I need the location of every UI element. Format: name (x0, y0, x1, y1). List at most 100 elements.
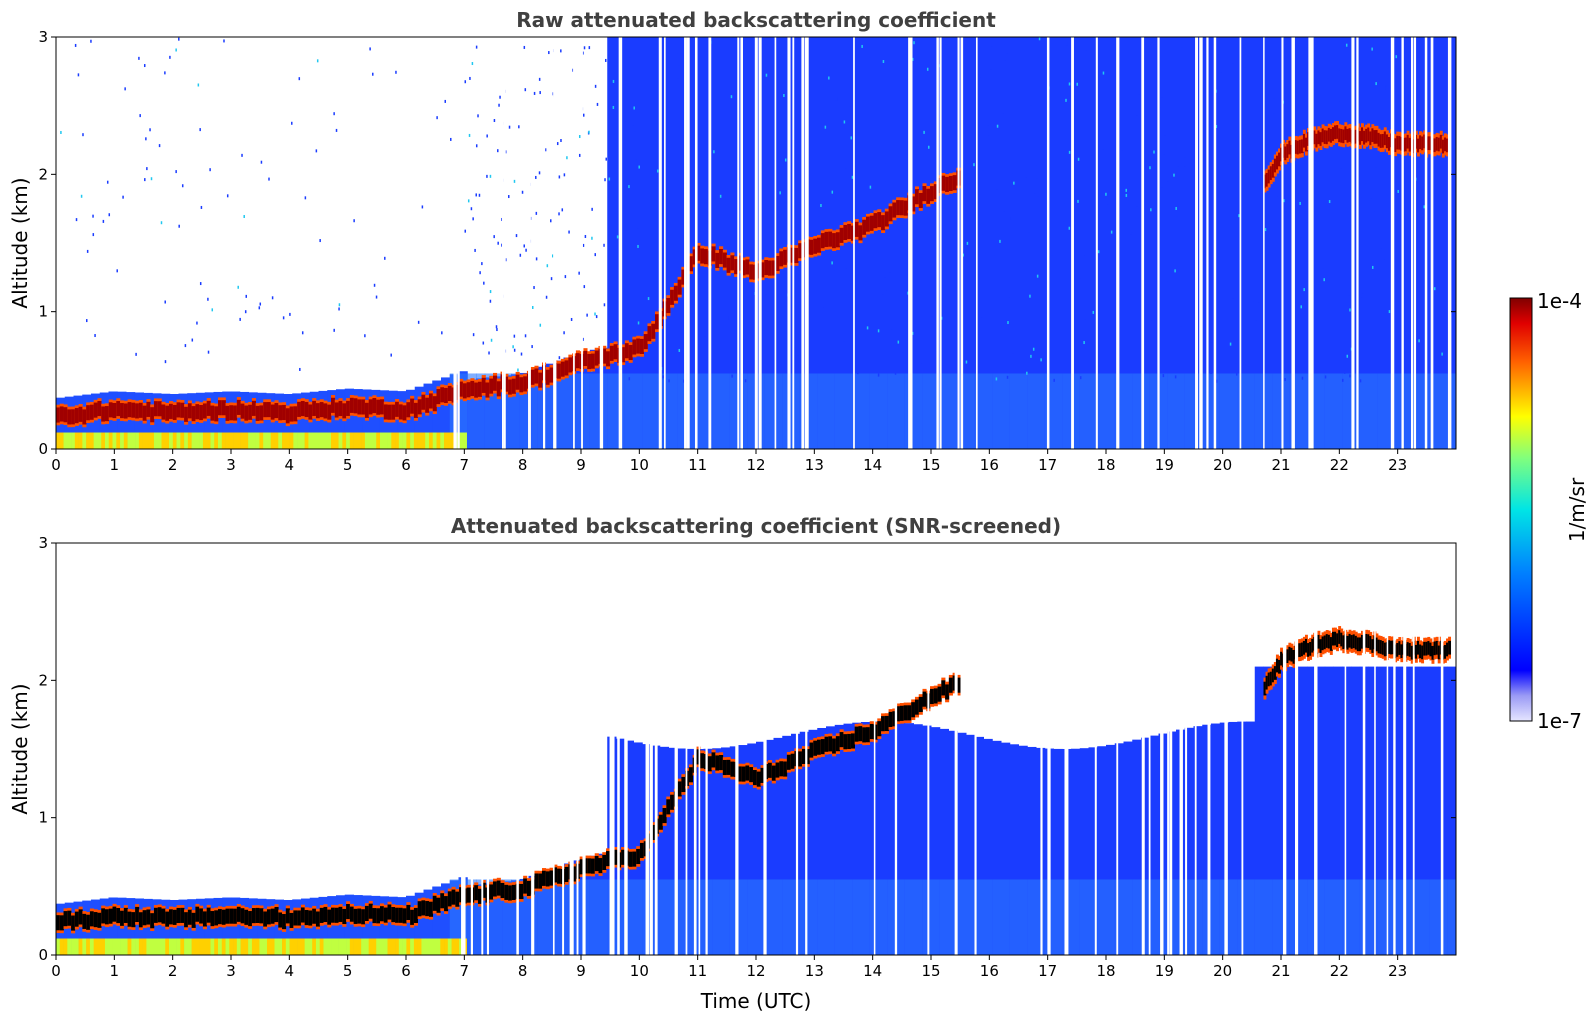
noise-speckle (668, 76, 671, 80)
near-ground-signal (191, 432, 196, 449)
signal-column (432, 886, 442, 955)
near-ground-signal (112, 938, 117, 955)
aerosol-layer-core (67, 409, 72, 425)
aerosol-layer-core (319, 907, 324, 923)
near-ground-signal (402, 432, 407, 449)
noise-speckle (1112, 185, 1114, 189)
data-gap (453, 37, 457, 449)
x-tick-label: 14 (863, 962, 882, 980)
noise-speckle (1212, 315, 1215, 319)
upper-layer-core (1408, 643, 1412, 657)
surface-band (1018, 373, 1028, 449)
noise-speckle (524, 88, 527, 92)
near-ground-signal (108, 938, 113, 955)
noise-speckle (1280, 112, 1283, 116)
upper-layer-core (1377, 639, 1381, 654)
noise-speckle (1145, 365, 1148, 369)
aerosol-layer-core (869, 215, 874, 231)
noise-speckle (1215, 103, 1218, 107)
signal-column (64, 902, 74, 955)
upper-layer-core (1296, 643, 1300, 658)
signal-column (1333, 666, 1343, 955)
surface-band (1289, 879, 1299, 955)
data-gap (957, 37, 960, 449)
aerosol-layer-core (410, 398, 415, 414)
data-gap (528, 37, 531, 449)
surface-band (589, 879, 599, 955)
noise-speckle (1162, 374, 1165, 378)
noise-speckle (603, 243, 605, 247)
noise-speckle (1092, 174, 1095, 178)
noise-speckle (711, 338, 713, 342)
signal-column (1403, 37, 1413, 449)
noise-speckle (1366, 357, 1369, 361)
signal-column (948, 37, 958, 449)
signal-column (668, 747, 678, 955)
data-gap (708, 37, 712, 449)
y-tick-label: 3 (38, 28, 48, 46)
aerosol-layer-core (157, 401, 162, 417)
noise-speckle (1164, 132, 1166, 136)
noise-speckle (1085, 50, 1087, 54)
signal-column (616, 738, 626, 955)
signal-column (1088, 37, 1098, 449)
surface-band (589, 373, 599, 449)
noise-speckle (515, 234, 518, 238)
noise-speckle (1394, 53, 1397, 57)
aerosol-layer-core (933, 688, 938, 704)
noise-speckle (1106, 254, 1109, 258)
noise-speckle (843, 338, 845, 342)
aerosol-layer-core (233, 908, 238, 924)
data-gap (502, 37, 504, 449)
noise-speckle (818, 213, 820, 217)
near-ground-signal (278, 432, 283, 449)
noise-speckle (978, 244, 980, 248)
signal-column (948, 730, 958, 955)
noise-speckle (843, 120, 846, 124)
noise-speckle (765, 73, 768, 77)
noise-speckle (1035, 281, 1037, 285)
upper-layer-core (1402, 138, 1406, 152)
noise-speckle (1079, 376, 1082, 380)
data-gap (516, 543, 519, 955)
noise-speckle (816, 313, 819, 317)
upper-layer-core (1383, 131, 1387, 146)
near-ground-signal (312, 938, 317, 955)
signal-column (1027, 746, 1037, 955)
noise-speckle (582, 337, 584, 341)
noise-speckle (878, 283, 880, 287)
noise-speckle (845, 340, 848, 344)
noise-speckle (1023, 251, 1026, 255)
near-ground-signal (259, 938, 264, 955)
signal-column (773, 37, 783, 449)
signal-column (1106, 744, 1116, 955)
surface-band (694, 373, 704, 449)
surface-band (607, 373, 617, 449)
upper-layer-core (1321, 128, 1325, 143)
upper-layer-core (1423, 134, 1427, 149)
aerosol-layer-core (677, 781, 682, 797)
near-ground-signal (172, 938, 177, 955)
noise-speckle (1184, 157, 1186, 161)
noise-speckle (1330, 292, 1333, 296)
noise-speckle (1442, 68, 1445, 72)
aerosol-layer-core (312, 400, 317, 416)
noise-speckle (1080, 355, 1083, 359)
data-gap (774, 37, 777, 449)
signal-column (869, 37, 879, 449)
aerosol-layer-core (379, 906, 385, 922)
noise-speckle (584, 234, 587, 238)
near-ground-signal (97, 432, 102, 449)
surface-band (1351, 879, 1361, 955)
noise-speckle (1006, 179, 1009, 183)
noise-speckle (1418, 339, 1420, 343)
noise-speckle (1223, 223, 1226, 227)
noise-speckle (1036, 274, 1039, 278)
noise-speckle (1395, 55, 1398, 59)
surface-band (1263, 879, 1273, 955)
noise-speckle (746, 208, 748, 212)
near-ground-signal (338, 938, 343, 955)
surface-band (677, 373, 687, 449)
noise-speckle (751, 97, 754, 101)
near-ground-signal (56, 432, 61, 449)
